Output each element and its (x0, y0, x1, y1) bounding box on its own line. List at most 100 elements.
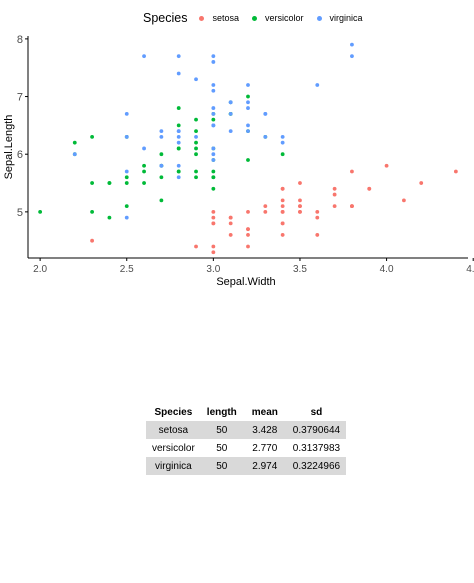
data-point-virginica (142, 146, 146, 151)
data-point-setosa (350, 169, 354, 174)
summary-table: Species length mean sd setosa 50 3.428 0… (146, 403, 347, 475)
data-point-setosa (280, 204, 285, 209)
legend-item-virginica: virginica (316, 13, 363, 23)
data-point-virginica (263, 111, 268, 116)
data-point-virginica (176, 54, 181, 59)
data-point-versicolor (72, 140, 77, 145)
data-point-virginica (246, 123, 250, 128)
data-point-versicolor (176, 146, 181, 151)
data-point-setosa (228, 221, 233, 226)
data-point-virginica (159, 135, 164, 139)
data-point-setosa (246, 244, 250, 249)
data-point-versicolor (107, 181, 112, 185)
data-point-setosa (211, 215, 216, 220)
data-point-versicolor (38, 209, 43, 214)
data-point-virginica (176, 135, 181, 139)
data-point-virginica (159, 163, 164, 168)
data-point-virginica (280, 135, 285, 139)
legend-title: Species (143, 11, 188, 25)
data-point-virginica (211, 54, 216, 59)
data-point-versicolor (90, 181, 94, 185)
data-point-virginica (194, 135, 198, 139)
data-point-versicolor (194, 152, 198, 157)
data-point-versicolor (211, 186, 216, 191)
data-point-virginica (350, 54, 354, 59)
data-point-setosa (419, 181, 424, 185)
data-point-virginica (280, 140, 285, 145)
data-point-setosa (332, 192, 337, 197)
data-point-setosa (280, 233, 285, 237)
data-point-virginica (228, 129, 233, 134)
data-point-setosa (298, 204, 302, 209)
cell-length: 50 (200, 457, 243, 475)
data-point-setosa (280, 221, 285, 226)
data-point-virginica (350, 42, 354, 47)
data-point-versicolor (246, 158, 250, 162)
data-point-versicolor (176, 123, 181, 128)
data-point-setosa (350, 204, 354, 209)
cell-length: 50 (200, 421, 243, 439)
data-point-setosa (332, 186, 337, 191)
data-point-setosa (298, 198, 302, 203)
x-tick-label: 3.5 (293, 264, 307, 275)
data-point-setosa (246, 227, 250, 232)
data-point-virginica (246, 100, 250, 105)
data-point-setosa (263, 204, 268, 209)
data-point-versicolor (194, 169, 198, 174)
data-point-virginica (176, 175, 181, 180)
data-point-versicolor (194, 146, 198, 151)
data-point-virginica (124, 215, 129, 220)
data-point-virginica (211, 146, 216, 151)
data-point-versicolor (194, 117, 198, 122)
y-tick-label: 8 (17, 34, 23, 46)
data-point-setosa (246, 209, 250, 214)
data-point-versicolor (90, 135, 94, 139)
cell-sd: 0.3137983 (292, 442, 341, 454)
data-point-virginica (211, 83, 216, 87)
data-point-setosa (246, 233, 250, 237)
data-point-versicolor (211, 169, 216, 174)
data-point-virginica (263, 135, 268, 139)
data-point-setosa (280, 186, 285, 191)
cell-sd: 0.3224966 (286, 457, 347, 475)
data-point-virginica (211, 111, 216, 116)
data-point-setosa (315, 215, 320, 220)
data-point-versicolor (176, 169, 181, 174)
data-point-versicolor (124, 181, 129, 185)
data-point-virginica (211, 158, 216, 162)
data-point-versicolor (194, 175, 198, 180)
x-tick-label: 4.5 (466, 264, 474, 275)
data-point-versicolor (211, 175, 216, 180)
data-point-setosa (280, 209, 285, 214)
data-point-setosa (263, 209, 268, 214)
data-point-setosa (453, 169, 458, 174)
data-point-setosa (211, 221, 216, 226)
data-point-versicolor (176, 106, 181, 110)
legend-label-versicolor: versicolor (265, 13, 304, 23)
data-point-virginica (124, 135, 129, 139)
data-point-virginica (159, 129, 164, 134)
table-header-row: Species length mean sd (146, 403, 346, 421)
data-point-virginica (211, 123, 216, 128)
x-tick-label: 2.5 (120, 264, 134, 275)
data-point-setosa (298, 181, 302, 185)
legend-key-versicolor (252, 15, 258, 21)
cell-species: versicolor (152, 442, 195, 454)
y-axis-label: Sepal.Length (3, 115, 15, 180)
data-point-virginica (124, 169, 129, 174)
data-point-virginica (124, 111, 129, 116)
data-point-virginica (176, 140, 181, 145)
data-point-setosa (402, 198, 406, 203)
legend-item-setosa: setosa (199, 13, 239, 23)
data-point-setosa (194, 244, 198, 249)
data-point-setosa (228, 233, 233, 237)
data-point-versicolor (142, 169, 146, 174)
legend-key-virginica (316, 15, 322, 21)
data-point-versicolor (194, 140, 198, 145)
data-point-virginica (246, 129, 250, 134)
legend-item-versicolor: versicolor (252, 13, 304, 23)
x-tick-label: 2.0 (33, 264, 47, 275)
data-point-setosa (211, 209, 216, 214)
cell-sd: 0.3790644 (286, 421, 347, 439)
data-point-setosa (315, 209, 320, 214)
